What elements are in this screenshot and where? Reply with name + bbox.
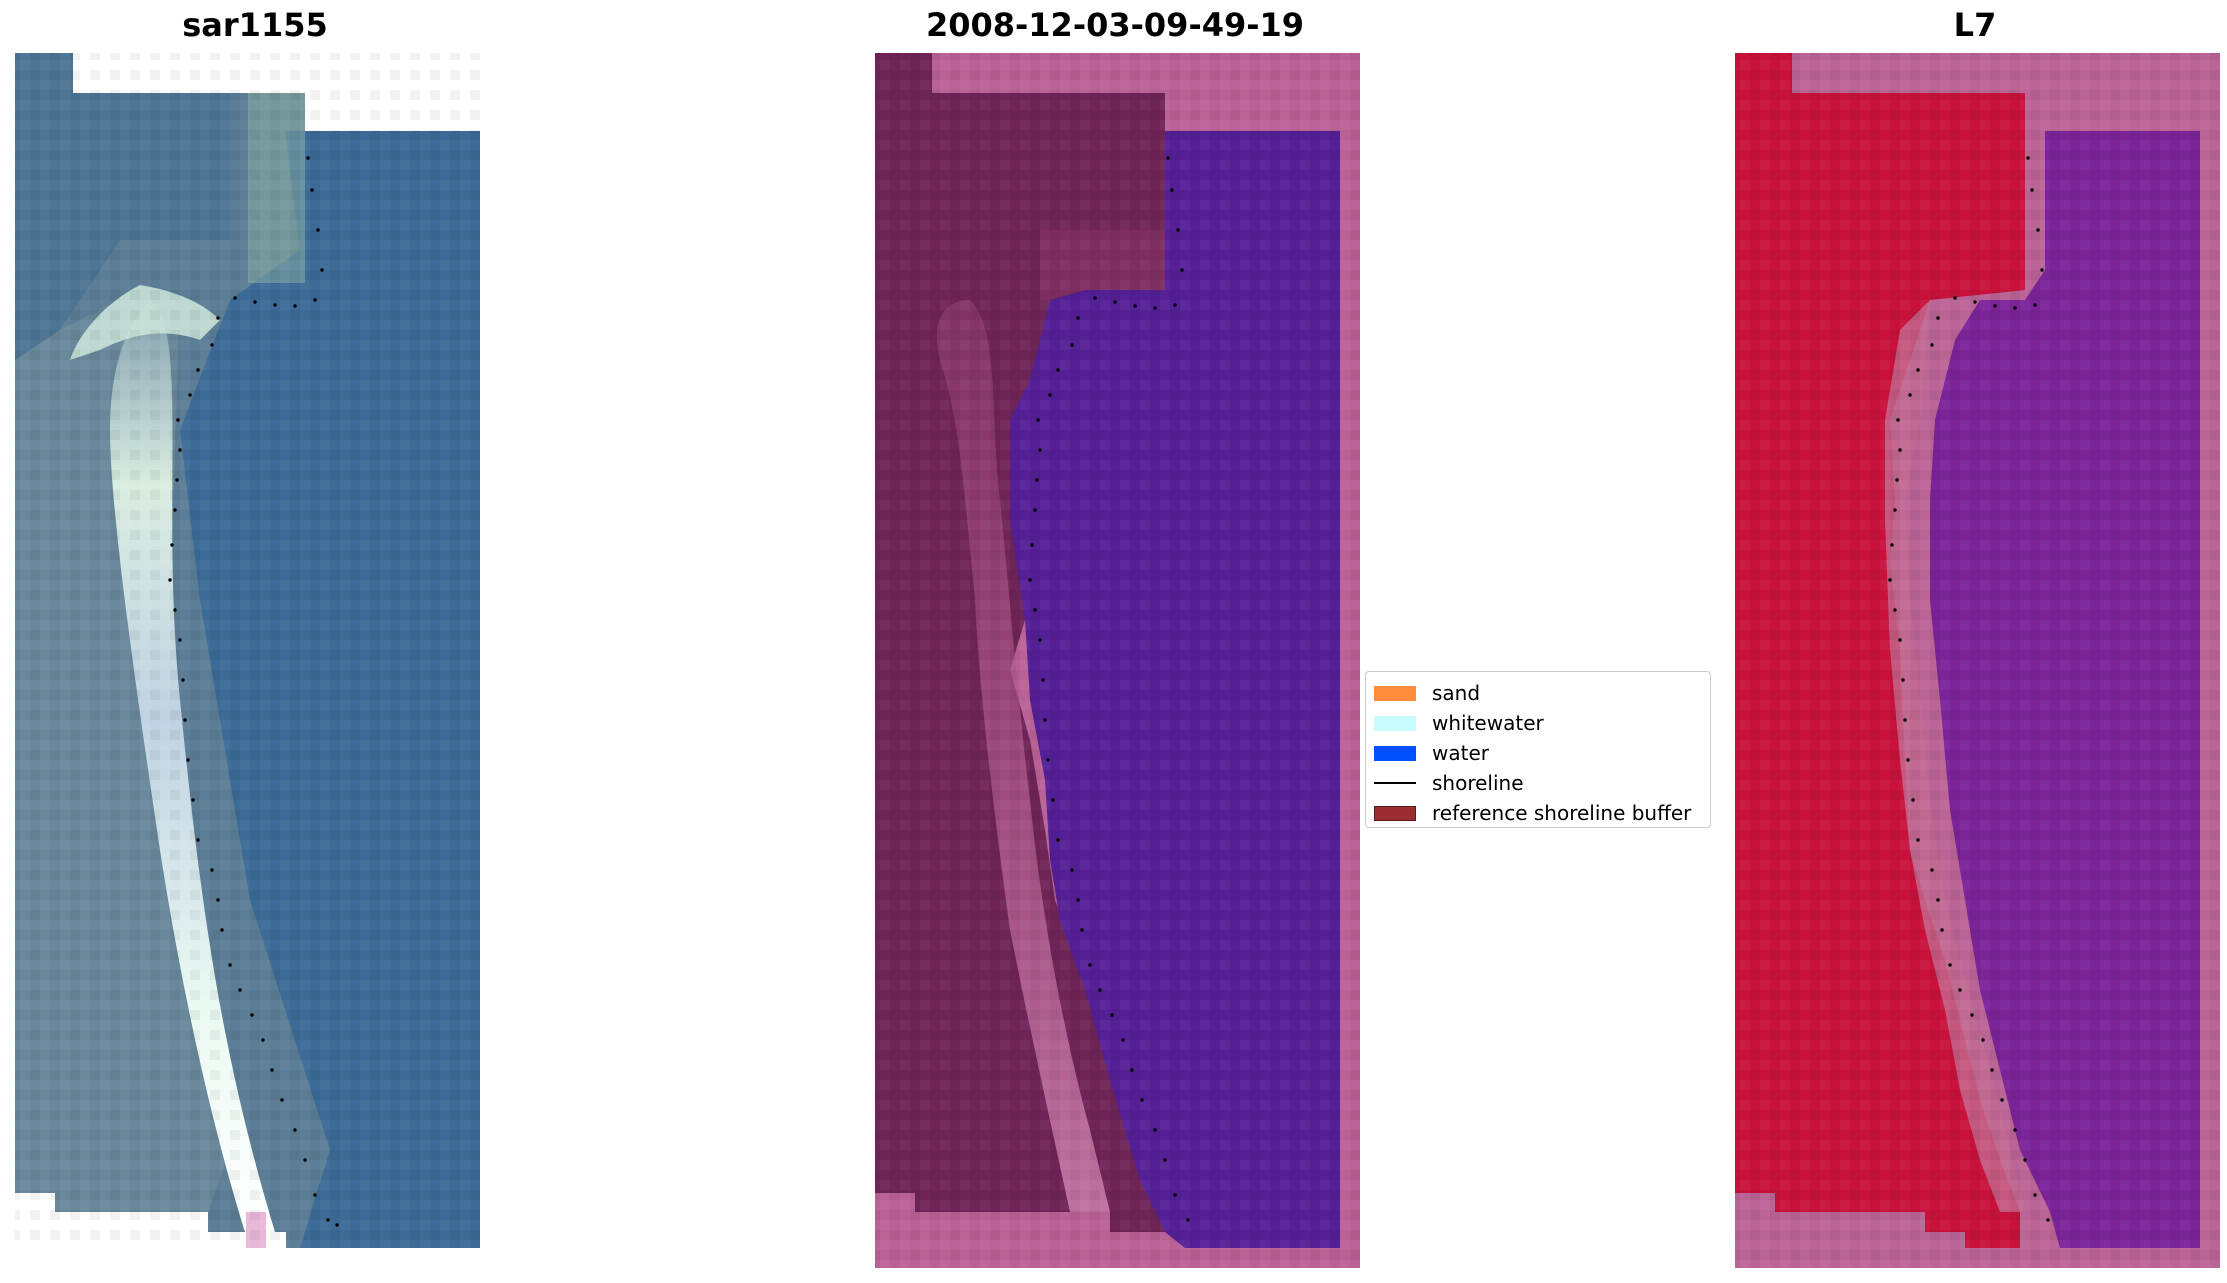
shoreline-line-swatch [1374,782,1416,784]
classified-shoreline [1028,156,1190,1222]
index-shoreline [1888,156,2050,1222]
rgb-image [15,53,480,1248]
legend-item-whitewater: whitewater [1374,708,1702,738]
legend-label-sand: sand [1432,681,1481,705]
legend-item-sand: sand [1374,678,1702,708]
panel-title-rgb: sar1155 [182,6,328,44]
legend-label-shoreline: shoreline [1432,771,1524,795]
legend-label-buffer: reference shoreline buffer [1432,801,1692,825]
classified-image [875,53,1360,1268]
sand-swatch [1374,685,1416,701]
whitewater-swatch [1374,715,1416,731]
legend-label-water: water [1432,741,1489,765]
legend-label-whitewater: whitewater [1432,711,1544,735]
buffer-swatch [1374,805,1416,821]
legend: sand whitewater water shoreline referenc… [1365,671,1711,828]
panel-title-classified: 2008-12-03-09-49-19 [925,6,1305,44]
panel-title-index: L7 [1953,6,1997,44]
legend-item-buffer: reference shoreline buffer [1374,798,1702,828]
water-swatch [1374,745,1416,761]
index-image [1735,53,2220,1268]
legend-item-water: water [1374,738,1702,768]
rgb-shoreline [168,156,339,1227]
legend-item-shoreline: shoreline [1374,768,1702,798]
